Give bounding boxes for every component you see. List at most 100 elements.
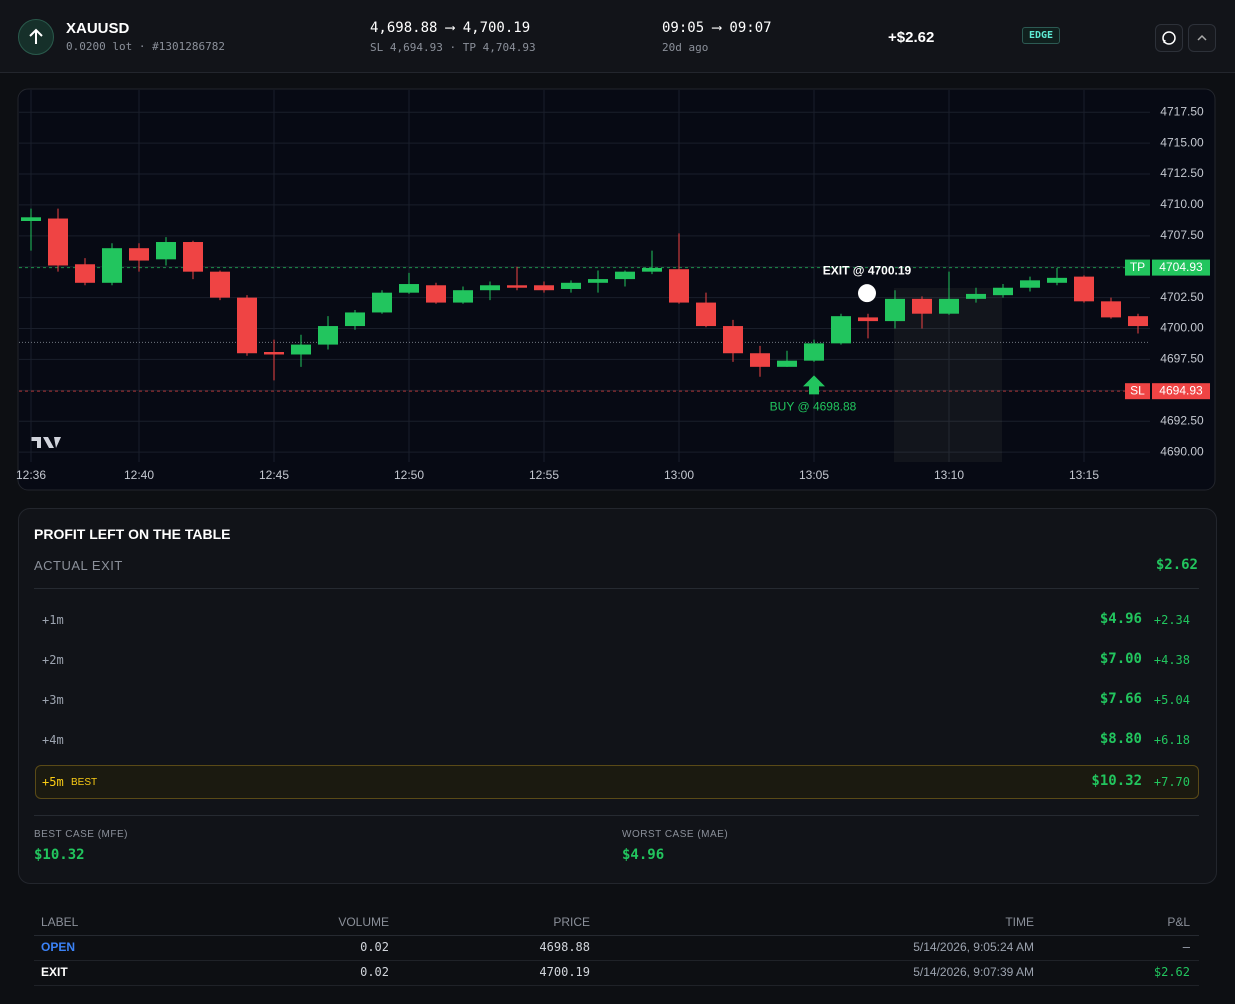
divider — [34, 815, 1199, 816]
y-tick-label: 4697.50 — [1160, 352, 1204, 366]
y-tick-label: 4700.00 — [1160, 321, 1204, 335]
best-row-highlight — [35, 765, 1199, 799]
trade-details: 0.0200 lot · #1301286782 — [66, 40, 225, 53]
level-value-tag — [1152, 383, 1210, 400]
edge-badge: EDGE — [1022, 27, 1061, 44]
candle-body — [426, 285, 446, 303]
time-range: 09:05 ⟶ 09:07 — [662, 20, 772, 36]
candle-body — [237, 297, 257, 354]
candle-body — [372, 292, 392, 313]
candle-body — [264, 352, 284, 355]
best-case-label: BEST CASE (MFE) — [34, 829, 128, 840]
column-header: VOLUME — [338, 915, 389, 929]
level-value-tag — [1152, 259, 1210, 276]
y-tick-label: 4707.50 — [1160, 228, 1204, 242]
candle-body — [777, 360, 797, 367]
candle-body — [21, 217, 41, 222]
row-value: $7.66 — [1099, 691, 1142, 707]
table-cell: 4698.88 — [539, 940, 590, 954]
x-tick-label: 13:05 — [799, 468, 829, 482]
buy-label: BUY @ 4698.88 — [770, 400, 857, 414]
candle-body — [966, 293, 986, 299]
table-cell: – — [1182, 940, 1190, 954]
collapse-button[interactable] — [1188, 24, 1216, 52]
divider — [34, 588, 1199, 589]
buy-arrow — [803, 375, 825, 395]
candle-body — [129, 248, 149, 261]
candle-body — [804, 343, 824, 361]
level-value: 4694.93 — [1159, 383, 1203, 397]
candle-body — [588, 279, 608, 283]
actual-exit-value: $2.62 — [1155, 557, 1198, 573]
divider — [34, 985, 1199, 986]
tradingview-logo — [31, 437, 61, 448]
candle-body — [831, 316, 851, 344]
level-name: SL — [1130, 383, 1145, 397]
candle-body — [291, 344, 311, 355]
candle-body — [939, 298, 959, 314]
row-value: $4.96 — [1099, 611, 1142, 627]
y-tick-label: 4702.50 — [1160, 290, 1204, 304]
arrow-up-icon — [29, 28, 43, 44]
candle-body — [1128, 316, 1148, 327]
x-tick-label: 12:36 — [16, 468, 46, 482]
y-tick-label: 4715.00 — [1160, 135, 1204, 149]
row-delta: +4.38 — [1153, 653, 1190, 667]
candle-body — [669, 269, 689, 303]
row-value: $10.32 — [1091, 773, 1142, 789]
table-cell: 0.02 — [360, 965, 389, 979]
divider — [34, 935, 1199, 936]
best-tag: BEST — [71, 777, 98, 788]
window-highlight — [894, 288, 1002, 462]
row-delta: +2.34 — [1153, 613, 1190, 627]
y-tick-label: 4692.50 — [1160, 413, 1204, 427]
row-label: +5m — [42, 775, 64, 789]
x-tick-label: 12:50 — [394, 468, 424, 482]
candle-body — [75, 264, 95, 283]
column-header: PRICE — [553, 915, 590, 929]
x-tick-label: 13:00 — [664, 468, 694, 482]
candle-body — [399, 284, 419, 293]
symbol: XAUUSD — [66, 20, 130, 37]
row-value: $8.80 — [1099, 731, 1142, 747]
row-label: +2m — [42, 653, 64, 667]
column-header: TIME — [1005, 915, 1034, 929]
pnl: +$2.62 — [888, 29, 935, 46]
candle-body — [102, 248, 122, 283]
table-cell: $2.62 — [1153, 965, 1190, 979]
row-label: +1m — [42, 613, 64, 627]
row-value: $7.00 — [1099, 651, 1142, 667]
divider — [34, 960, 1199, 961]
table-cell: 0.02 — [360, 940, 389, 954]
best-case-value: $10.32 — [34, 847, 85, 863]
candle-body — [885, 298, 905, 322]
y-tick-label: 4717.50 — [1160, 104, 1204, 118]
table-cell: 4700.19 — [539, 965, 590, 979]
candle-body — [156, 242, 176, 260]
table-cell: 5/14/2026, 9:05:24 AM — [913, 940, 1034, 954]
candle-body — [642, 267, 662, 272]
x-tick-label: 12:40 — [124, 468, 154, 482]
table-cell: 5/14/2026, 9:07:39 AM — [913, 965, 1034, 979]
candle-body — [1020, 280, 1040, 288]
worst-case-label: WORST CASE (MAE) — [622, 829, 729, 840]
profit-panel — [18, 508, 1217, 884]
row-label: +3m — [42, 693, 64, 707]
candle-body — [615, 271, 635, 280]
comment-button[interactable] — [1155, 24, 1183, 52]
candle-body — [507, 285, 527, 288]
chart-panel — [17, 88, 1216, 491]
level-name: TP — [1130, 260, 1145, 274]
candle-body — [993, 287, 1013, 296]
chevron-up-icon — [1197, 34, 1207, 41]
level-value: 4704.93 — [1159, 260, 1203, 274]
exit-label: EXIT @ 4700.19 — [823, 263, 912, 277]
candle-body — [696, 302, 716, 327]
candle-body — [912, 298, 932, 314]
column-header: LABEL — [41, 915, 79, 929]
comment-icon — [1162, 31, 1176, 45]
candle-body — [48, 218, 68, 266]
candle-body — [210, 271, 230, 298]
